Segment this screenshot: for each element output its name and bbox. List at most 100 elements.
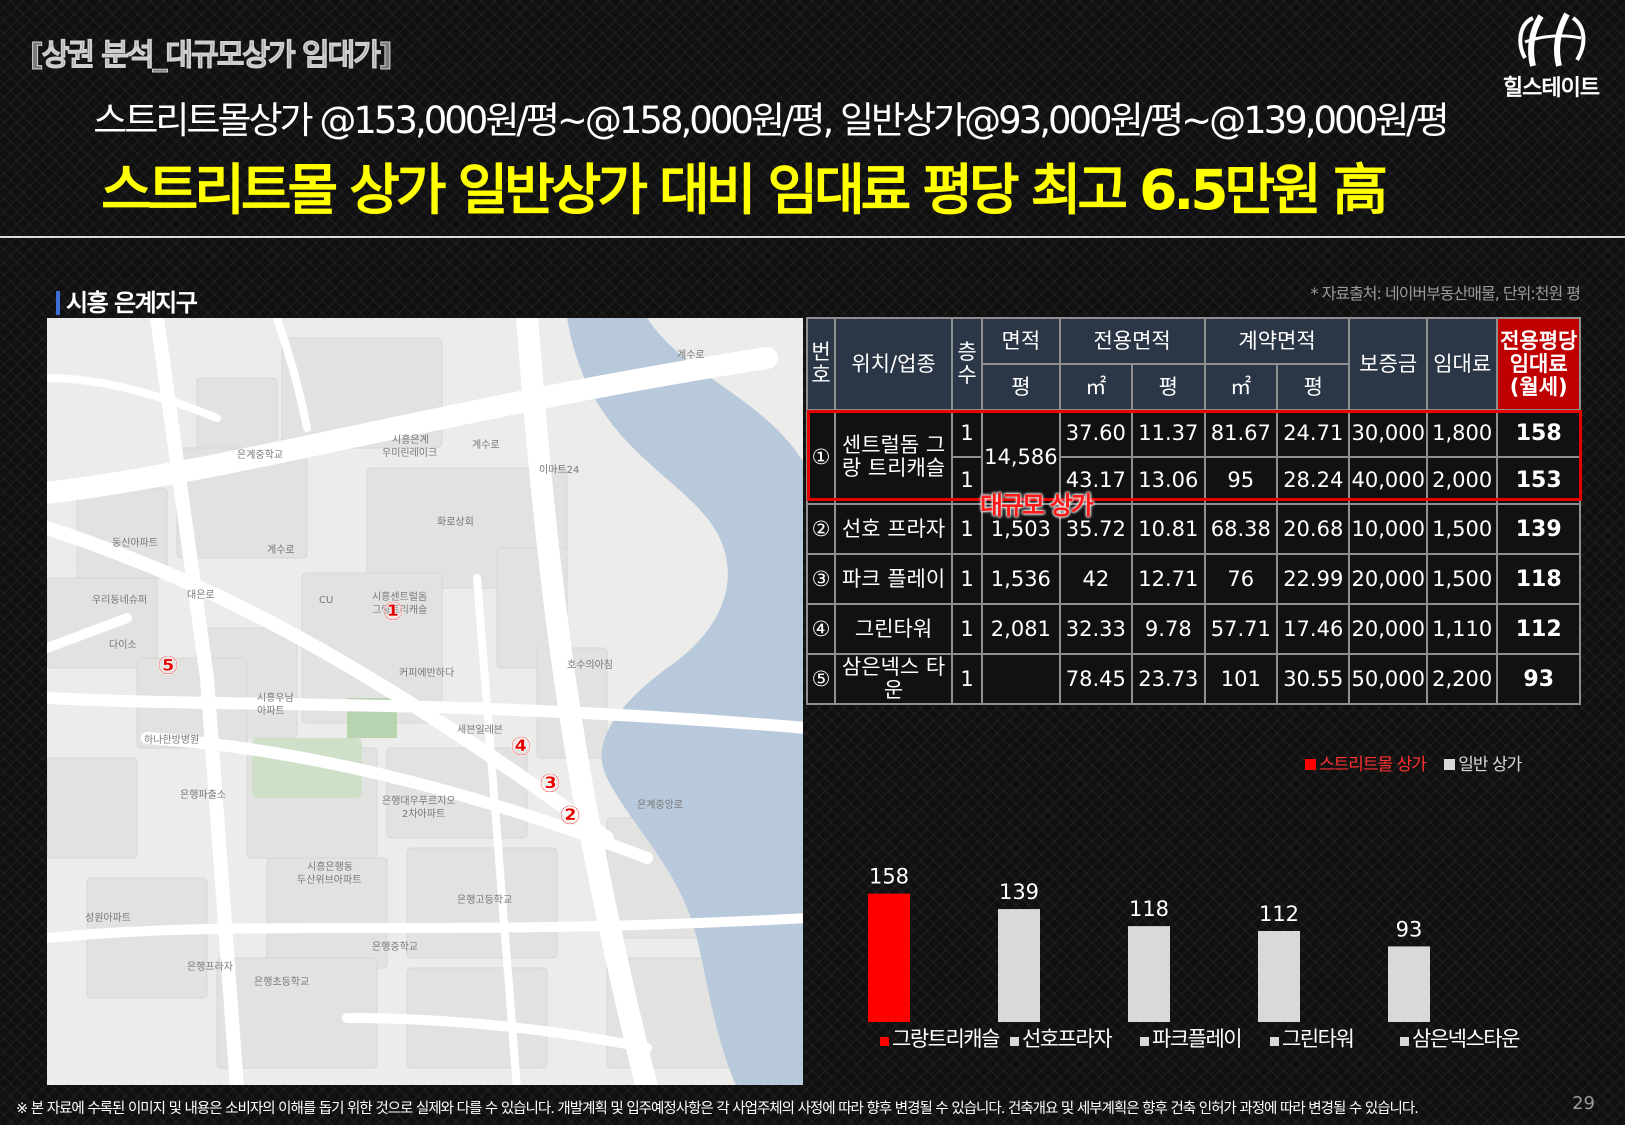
cell-ct-m2: 101 — [1203, 653, 1279, 705]
cell-rent: 1,110 — [1425, 603, 1499, 655]
map-marker-1: ① — [382, 597, 404, 627]
headline: 스트리트몰 상가 일반상가 대비 임대료 평당 최고 6.5만원 高 — [101, 158, 1388, 222]
logo-text: 힐스테이트 — [1502, 76, 1600, 101]
th-rent: 임대료 — [1425, 317, 1499, 411]
svg-text:2차아파트: 2차아파트 — [402, 808, 445, 820]
svg-text:커피에반하다: 커피에반하다 — [399, 666, 454, 679]
th-contract: 계약면적 — [1203, 317, 1351, 365]
cell-ex-m2: 42 — [1058, 553, 1134, 605]
cell-name: 센트럴돔 그랑 트리캐슬 — [834, 409, 953, 505]
cell-name: 그린타워 — [834, 603, 953, 655]
map-marker-4: ④ — [510, 732, 532, 762]
svg-text:은행초등학교: 은행초등학교 — [254, 976, 309, 988]
cell-ct-py: 30.55 — [1276, 653, 1351, 705]
cell-rent: 1,500 — [1425, 553, 1499, 605]
th-ex-py: 평 — [1131, 363, 1206, 411]
svg-text:이마트24: 이마트24 — [539, 464, 579, 476]
cell-floor: 1 — [950, 553, 984, 605]
th-ct-m2: ㎡ — [1203, 363, 1279, 411]
svg-text:하나한방병원: 하나한방병원 — [144, 733, 199, 746]
cell-ex-m2: 37.60 — [1058, 409, 1134, 458]
section-tag: [상권 분석_대규모상가 임대가] — [30, 38, 394, 74]
svg-text:은행파출소: 은행파출소 — [180, 789, 226, 801]
th-location: 위치/업종 — [834, 317, 953, 411]
region-label: 시흥 은계지구 — [56, 283, 198, 318]
map-marker-3: ③ — [539, 769, 561, 799]
th-no: 번호 — [805, 317, 837, 411]
legend-general: 일반 상가 — [1444, 755, 1522, 775]
category-swatch — [1270, 1037, 1279, 1046]
hillstate-logo: 힐스테이트 — [1491, 10, 1611, 102]
th-area-unit: 평 — [981, 363, 1061, 411]
cell-ex-py: 12.71 — [1131, 553, 1206, 605]
cell-deposit: 20,000 — [1348, 553, 1428, 605]
cell-rent: 2,000 — [1425, 456, 1499, 505]
cell-area — [981, 653, 1061, 705]
cell-deposit: 20,000 — [1348, 603, 1428, 655]
cell-ex-py: 9.78 — [1131, 603, 1206, 655]
cell-no: ③ — [805, 553, 837, 605]
legend-street-label: 스트리트몰 상가 — [1319, 755, 1427, 775]
th-ct-py: 평 — [1276, 363, 1351, 411]
source-note: * 자료출처: 네이버부동산매물, 단위:천원 평 — [1310, 284, 1581, 303]
cell-ex-m2: 35.72 — [1058, 503, 1134, 555]
cell-ct-py: 22.99 — [1276, 553, 1351, 605]
subtitle: 스트리트몰상가 @153,000원/평~@158,000원/평, 일반상가@93… — [93, 99, 1449, 142]
cell-rent: 2,200 — [1425, 653, 1499, 705]
cell-rent-per: 93 — [1496, 653, 1581, 705]
svg-text:은계중앙로: 은계중앙로 — [637, 799, 683, 811]
svg-text:은행고등학교: 은행고등학교 — [457, 894, 512, 906]
chart-bar — [1128, 926, 1170, 1022]
cell-rent: 1,800 — [1425, 409, 1499, 458]
cell-ct-py: 28.24 — [1276, 456, 1351, 505]
chart-category-label: 선호프라자 — [1010, 1023, 1113, 1053]
cell-no: ⑤ — [805, 653, 837, 705]
cell-deposit: 40,000 — [1348, 456, 1428, 505]
category-swatch — [1400, 1037, 1409, 1046]
th-exclusive: 전용면적 — [1058, 317, 1206, 365]
cell-ct-m2: 68.38 — [1203, 503, 1279, 555]
region-label-text: 시흥 은계지구 — [66, 289, 198, 317]
svg-text:호수의아침: 호수의아침 — [567, 659, 613, 671]
cell-floor: 1 — [950, 653, 984, 705]
cell-deposit: 30,000 — [1348, 409, 1428, 458]
cell-floor: 1 — [950, 409, 984, 458]
svg-text:화로상회: 화로상회 — [437, 516, 474, 528]
cell-floor: 1 — [950, 503, 984, 555]
cell-name: 선호 프라자 — [834, 503, 953, 555]
svg-text:은행프라자: 은행프라자 — [187, 961, 233, 973]
cell-ct-py: 17.46 — [1276, 603, 1351, 655]
legend-general-swatch — [1444, 759, 1456, 770]
svg-text:세븐일레븐: 세븐일레븐 — [457, 724, 503, 736]
chart-category-label: 삼은넥스타운 — [1400, 1023, 1520, 1053]
chart-category-label: 파크플레이 — [1140, 1023, 1243, 1053]
area-map: 은계중학교 시흥은계 우미린레이크 이마트24 화로상회 동신아파트 우리동네슈… — [47, 318, 803, 1085]
category-swatch — [880, 1037, 889, 1046]
chart-bar — [868, 893, 910, 1022]
svg-text:대은로: 대은로 — [187, 589, 215, 601]
svg-text:계수로: 계수로 — [677, 349, 705, 361]
cell-name: 파크 플레이 — [834, 553, 953, 605]
cell-area: 1,536 — [981, 553, 1061, 605]
header-divider — [0, 236, 1625, 238]
chart-bar — [1388, 946, 1430, 1022]
legend-street-swatch — [1305, 759, 1316, 770]
cell-ex-py: 23.73 — [1131, 653, 1206, 705]
cell-ct-m2: 76 — [1203, 553, 1279, 605]
cell-ct-py: 20.68 — [1276, 503, 1351, 555]
cell-ex-m2: 32.33 — [1058, 603, 1134, 655]
svg-text:아파트: 아파트 — [257, 705, 285, 717]
chart-bar — [998, 909, 1040, 1022]
cell-area: 1,503 — [981, 503, 1061, 555]
chart-legend: 스트리트몰 상가 일반 상가 — [1305, 750, 1535, 775]
cell-rent-per: 153 — [1496, 456, 1581, 505]
chart-data-label: 112 — [1259, 902, 1299, 926]
cell-no: ④ — [805, 603, 837, 655]
svg-text:시흥은행동: 시흥은행동 — [307, 860, 353, 873]
svg-text:동신아파트: 동신아파트 — [112, 537, 158, 549]
cell-rent: 1,500 — [1425, 503, 1499, 555]
cell-ct-m2: 95 — [1203, 456, 1279, 505]
svg-text:은행중학교: 은행중학교 — [372, 941, 418, 953]
category-swatch — [1140, 1037, 1149, 1046]
svg-text:CU: CU — [319, 595, 333, 606]
